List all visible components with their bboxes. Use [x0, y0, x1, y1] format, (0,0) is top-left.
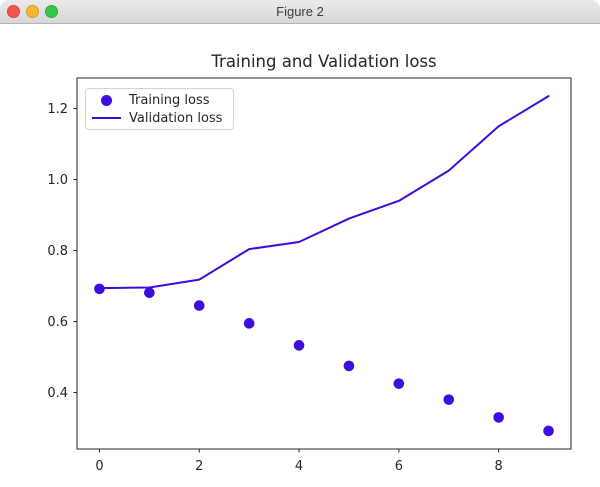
training-loss-point	[94, 283, 105, 295]
training-loss-point	[343, 360, 355, 372]
y-tick-label: 1.0	[47, 173, 68, 188]
training-loss-point	[543, 425, 554, 437]
training-loss-point	[393, 378, 405, 389]
x-tick-label: 6	[395, 459, 403, 474]
close-button[interactable]	[7, 5, 20, 18]
training-loss-point	[193, 300, 205, 311]
plot-svg: 0 2 4 6 8 0.4 0.6 0.8 1.0 1.2	[47, 77, 572, 474]
x-tick-label: 0	[95, 459, 103, 474]
maximize-button[interactable]	[45, 5, 58, 18]
legend-item-validation-loss: Validation loss	[86, 109, 233, 127]
legend-item-training-loss: Training loss	[86, 91, 233, 109]
training-loss-point	[144, 287, 155, 299]
axes-frame	[76, 77, 572, 450]
y-tick-label: 0.4	[47, 386, 68, 401]
legend: Training loss Validation loss	[85, 88, 234, 130]
x-axis-ticks: 0 2 4 6 8	[95, 449, 503, 474]
x-tick-label: 8	[495, 459, 503, 474]
y-axis-ticks: 0.4 0.6 0.8 1.0 1.2	[47, 102, 77, 401]
validation-loss-line	[98, 95, 550, 290]
x-tick-label: 4	[295, 459, 303, 474]
y-tick-label: 0.8	[47, 244, 68, 259]
training-loss-point	[243, 318, 255, 329]
window-titlebar[interactable]: Figure 2	[0, 0, 600, 24]
training-loss-dots	[94, 283, 554, 437]
minimize-button[interactable]	[26, 5, 39, 18]
x-tick-label: 2	[195, 459, 203, 474]
legend-label-training-loss: Training loss	[129, 92, 210, 108]
training-loss-point	[443, 394, 455, 405]
training-loss-point	[493, 412, 504, 423]
legend-label-validation-loss: Validation loss	[129, 110, 223, 126]
training-loss-marker-icon	[100, 94, 112, 106]
validation-loss-marker-icon	[91, 116, 121, 120]
chart-title: Training and Validation loss	[211, 52, 437, 71]
window-title: Figure 2	[276, 4, 324, 19]
y-tick-label: 0.6	[47, 315, 68, 330]
y-tick-label: 1.2	[47, 102, 68, 117]
training-loss-point	[293, 340, 305, 351]
